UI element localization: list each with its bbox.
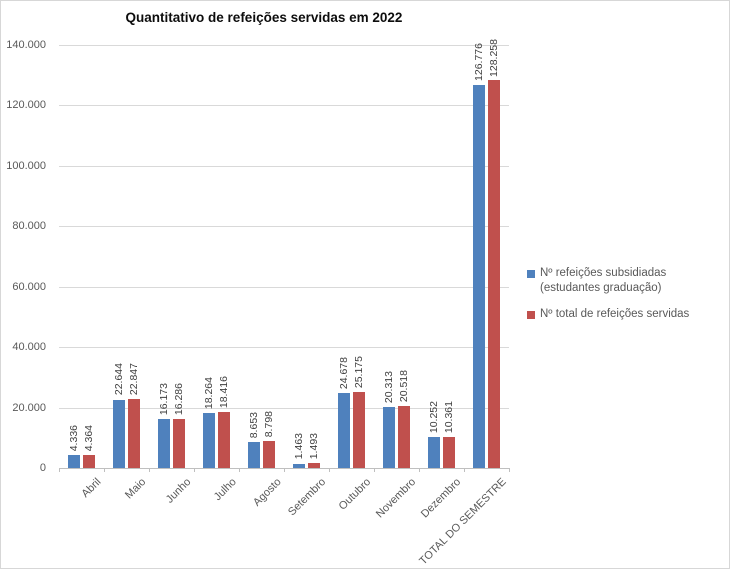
y-tick-label: 40.000	[12, 341, 46, 354]
x-axis-tick	[374, 468, 375, 472]
legend-swatch	[527, 270, 535, 278]
legend-swatch	[527, 311, 535, 319]
gridline	[59, 286, 509, 288]
bar-value-label: 8.798	[263, 411, 275, 438]
bar-total	[83, 454, 95, 468]
y-tick-label: 120.000	[6, 99, 46, 112]
legend-entry: Nº total de refeições servidas	[527, 307, 725, 322]
x-axis-tick	[149, 468, 150, 472]
x-tick-label: Junho	[163, 476, 194, 506]
bar-value-label: 20.518	[398, 369, 410, 403]
bar-total	[263, 441, 275, 468]
bar-value-label: 8.653	[248, 411, 260, 438]
bar-total	[488, 80, 500, 468]
bar-value-label: 4.364	[83, 424, 95, 451]
x-tick-label: Maio	[123, 476, 149, 502]
bar-total	[128, 398, 140, 468]
bar-total	[398, 406, 410, 468]
bar-value-label: 18.416	[218, 376, 230, 409]
y-tick-label: 140.000	[6, 39, 46, 51]
bar-value-label: 1.463	[293, 433, 305, 460]
bar-value-label: 20.313	[383, 370, 395, 403]
y-tick-label: 100.000	[6, 159, 46, 172]
x-axis-tick	[419, 468, 420, 472]
legend-entry: Nº refeições subsidiadas (estudantes gra…	[527, 266, 725, 296]
bar-value-label: 22.847	[128, 362, 140, 395]
bar-subsidiadas	[68, 454, 80, 468]
bar-subsidiadas	[158, 419, 170, 468]
bar-subsidiadas	[338, 393, 350, 468]
chart-title: Quantitativo de refeições servidas em 20…	[125, 10, 403, 25]
bar-total	[443, 436, 455, 468]
gridline	[59, 226, 509, 228]
bar-total	[353, 391, 365, 468]
bar-value-label: 16.173	[158, 383, 170, 416]
bar-subsidiadas	[203, 412, 215, 468]
bar-value-label: 10.361	[443, 400, 455, 433]
bar-value-label: 16.286	[173, 382, 185, 415]
x-tick-label: TOTAL DO SEMESTRE	[417, 476, 509, 568]
x-tick-label: Agosto	[250, 476, 284, 509]
legend: Nº refeições subsidiadas (estudantes gra…	[527, 266, 725, 333]
bar-value-label: 4.336	[68, 424, 80, 451]
y-tick-label: 0	[39, 462, 46, 474]
y-tick-label: 80.000	[12, 220, 46, 233]
y-tick-label: 20.000	[12, 401, 46, 414]
bar-value-label: 1.493	[308, 433, 320, 460]
bar-total	[308, 463, 320, 468]
x-axis-tick	[194, 468, 195, 472]
x-tick-label: Dezembro	[419, 476, 464, 521]
x-axis-tick	[329, 468, 330, 472]
legend-label: Nº total de refeições servidas	[540, 308, 690, 320]
gridline	[59, 45, 509, 46]
x-axis-tick	[239, 468, 240, 472]
x-axis-tick	[59, 468, 60, 472]
x-axis-tick	[284, 468, 285, 472]
bar-value-label: 18.264	[203, 376, 215, 409]
bar-value-label: 22.644	[113, 363, 125, 396]
legend-label: Nº refeições subsidiadas (estudantes gra…	[540, 267, 667, 294]
bar-subsidiadas	[113, 399, 125, 468]
gridline	[59, 165, 509, 167]
bar-subsidiadas	[428, 437, 440, 468]
x-tick-label: Outubro	[336, 476, 374, 513]
bar-value-label: 25.175	[353, 355, 365, 388]
x-tick-label: Setembro	[286, 476, 329, 519]
gridline	[59, 347, 509, 349]
x-tick-label: Novembro	[374, 476, 419, 521]
x-axis-tick	[464, 468, 465, 472]
x-tick-label: Abril	[79, 476, 104, 501]
x-tick-label: Julho	[211, 476, 239, 504]
gridline	[59, 407, 509, 409]
bar-value-label: 10.252	[428, 400, 440, 434]
bar-subsidiadas	[473, 84, 485, 468]
bar-subsidiadas	[383, 406, 395, 468]
bar-total	[218, 412, 230, 468]
bar-value-label: 126.776	[473, 43, 485, 81]
plot-area	[59, 45, 509, 469]
bar-value-label: 128.258	[488, 38, 500, 77]
bar-value-label: 24.678	[338, 357, 350, 390]
y-tick-label: 60.000	[12, 280, 46, 293]
x-axis-tick	[509, 468, 510, 472]
bar-subsidiadas	[248, 441, 260, 468]
bar-total	[173, 418, 185, 468]
gridline	[59, 105, 509, 107]
bar-subsidiadas	[293, 463, 305, 468]
x-axis-tick	[104, 468, 105, 472]
